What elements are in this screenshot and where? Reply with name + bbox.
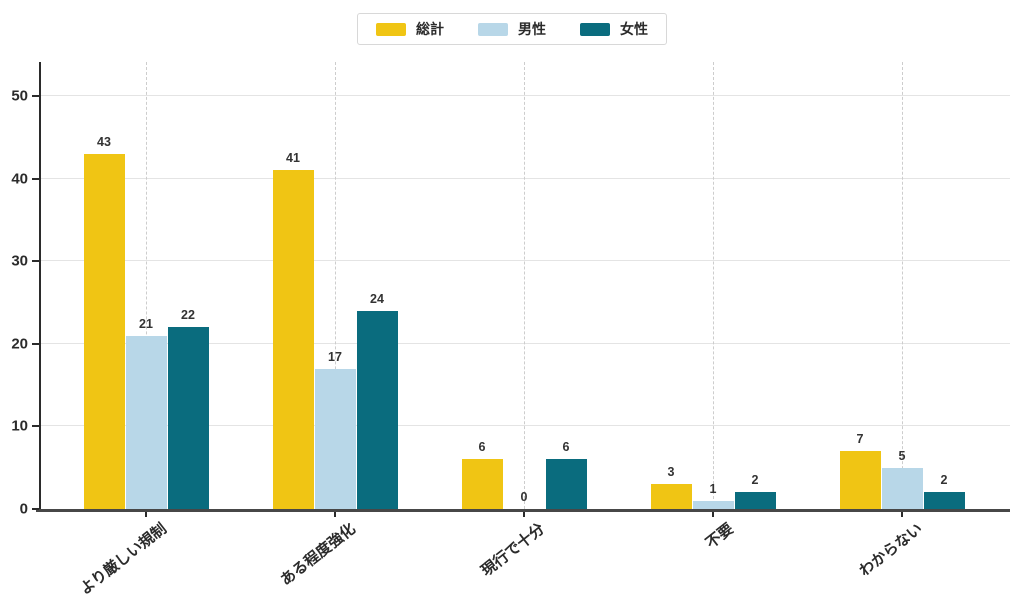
y-tick-label: 30 <box>11 252 28 270</box>
x-category-label: より厳しい規制 <box>76 520 170 599</box>
bar-value-label: 24 <box>370 291 384 306</box>
bar-value-label: 5 <box>898 448 906 463</box>
y-tick-label: 20 <box>11 335 28 353</box>
x-axis-tick <box>901 512 903 517</box>
bar-総計-5[interactable] <box>839 451 881 509</box>
legend-item-3[interactable]: 女性 <box>580 22 648 36</box>
legend-swatch-icon <box>376 22 406 36</box>
bar-女性-1[interactable] <box>167 327 209 509</box>
bar-女性-5[interactable] <box>923 492 965 509</box>
legend-label: 総計 <box>416 21 444 37</box>
x-category-label: 不要 <box>702 520 737 553</box>
gridline-horizontal <box>41 342 1010 344</box>
gridline-horizontal <box>41 425 1010 427</box>
y-tick-label: 40 <box>11 170 28 188</box>
bar-男性-4[interactable] <box>692 501 734 509</box>
bar-value-label: 21 <box>139 316 153 331</box>
bar-value-label: 3 <box>667 464 675 479</box>
legend-swatch-icon <box>478 22 508 36</box>
bar-value-label: 2 <box>751 472 759 487</box>
legend-item-2[interactable]: 男性 <box>478 22 546 36</box>
y-tick-label: 0 <box>19 500 28 518</box>
y-axis-tick <box>32 342 39 345</box>
y-axis-line <box>39 62 41 509</box>
bar-男性-2[interactable] <box>314 369 356 509</box>
bar-女性-2[interactable] <box>356 311 398 509</box>
bar-女性-4[interactable] <box>734 492 776 509</box>
bar-value-label: 41 <box>286 150 300 165</box>
plot-area: 0 10 20 30 40 50 43 21 22 より厳しい規制 41 17 24 ある程度強化 6 0 6 現… <box>11 62 1010 598</box>
x-category-label: ある程度強化 <box>277 520 359 590</box>
gridline-vertical <box>146 62 147 509</box>
bar-value-label: 1 <box>709 481 717 496</box>
bar-value-label: 6 <box>478 439 486 454</box>
bar-総計-1[interactable] <box>83 154 125 509</box>
x-axis-tick <box>334 512 336 517</box>
x-category-label: わからない <box>856 520 926 580</box>
legend-swatch-icon <box>580 22 610 36</box>
bar-男性-5[interactable] <box>881 468 923 509</box>
y-tick-label: 50 <box>11 87 28 105</box>
y-axis-tick <box>32 260 39 263</box>
bar-value-label: 7 <box>856 431 864 446</box>
x-category-label: 現行で十分 <box>478 520 548 580</box>
y-axis-tick <box>32 508 39 510</box>
bar-男性-1[interactable] <box>125 336 167 509</box>
bar-総計-4[interactable] <box>650 484 692 509</box>
bar-value-label: 2 <box>940 472 948 487</box>
x-axis-tick <box>712 512 714 517</box>
gridline-vertical <box>713 62 714 509</box>
bar-value-label: 0 <box>520 489 528 504</box>
y-axis-tick <box>32 95 39 97</box>
gridline-horizontal <box>41 260 1010 262</box>
y-axis-tick <box>32 425 39 428</box>
x-axis-baseline <box>36 509 1010 512</box>
bar-value-label: 17 <box>328 349 342 364</box>
legend: 総計 男性 女性 <box>357 13 667 45</box>
x-axis-tick <box>145 512 147 517</box>
gridline-horizontal <box>41 95 1010 96</box>
bar-value-label: 43 <box>97 134 111 149</box>
legend-item-1[interactable]: 総計 <box>376 22 444 36</box>
y-axis-tick <box>32 177 39 180</box>
gridline-vertical <box>524 62 525 509</box>
gridline-vertical <box>335 62 336 509</box>
legend-label: 男性 <box>518 21 546 37</box>
gridline-vertical <box>902 62 903 509</box>
bar-value-label: 22 <box>181 307 195 322</box>
bar-value-label: 6 <box>562 439 570 454</box>
gridline-horizontal <box>41 177 1010 179</box>
bar-総計-3[interactable] <box>461 459 503 509</box>
bar-総計-2[interactable] <box>272 170 314 509</box>
x-axis-tick <box>523 512 525 517</box>
y-tick-label: 10 <box>11 417 28 435</box>
bar-女性-3[interactable] <box>545 459 587 509</box>
legend-label: 女性 <box>620 21 648 37</box>
